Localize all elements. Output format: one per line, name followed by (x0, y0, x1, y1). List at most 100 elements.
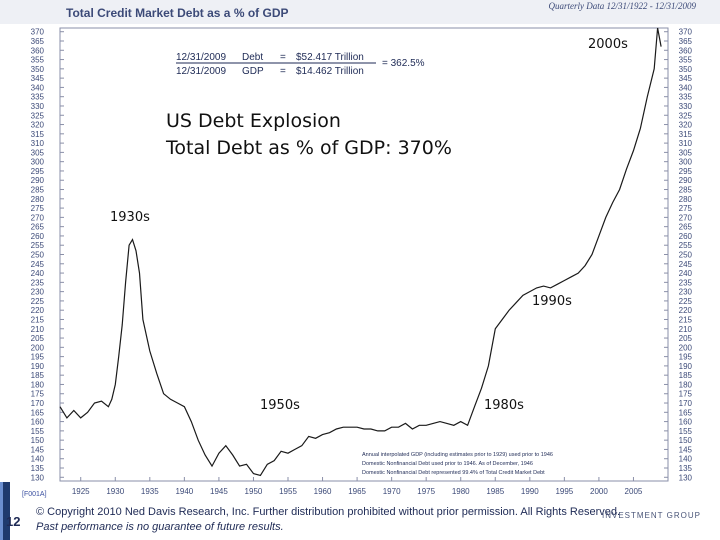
y-tick-label-left: 200 (31, 343, 45, 352)
y-tick-label-left: 285 (31, 186, 45, 195)
label-1950s: 1950s (260, 398, 300, 413)
y-tick-label-right: 150 (679, 436, 693, 445)
y-tick-label-left: 335 (31, 93, 45, 102)
y-tick-label-left: 230 (31, 288, 45, 297)
y-tick-label-left: 340 (31, 83, 45, 92)
footnote-3: Domestic Nonfinancial Debt represented 9… (362, 470, 545, 476)
y-tick-label-right: 365 (679, 37, 693, 46)
footnotes: Annual interpolated GDP (including estim… (362, 452, 553, 476)
y-tick-label-right: 275 (679, 204, 693, 213)
y-tick-label-left: 270 (31, 213, 45, 222)
y-axis-right: 1301351401451501551601651701751801851901… (664, 28, 693, 482)
y-tick-label-left: 320 (31, 121, 45, 130)
y-tick-label-right: 370 (679, 28, 693, 37)
slide-accent-bar (0, 482, 10, 540)
y-tick-label-left: 360 (31, 46, 45, 55)
y-tick-label-right: 310 (679, 139, 693, 148)
y-tick-label-left: 140 (31, 455, 45, 464)
label-1980s: 1980s (484, 398, 524, 413)
label-1990s: 1990s (532, 294, 572, 309)
x-tick-label: 1945 (210, 487, 228, 496)
y-tick-label-right: 255 (679, 241, 693, 250)
y-tick-label-right: 335 (679, 93, 693, 102)
x-tick-label: 1965 (348, 487, 366, 496)
x-tick-label: 1960 (314, 487, 332, 496)
y-tick-label-right: 215 (679, 315, 693, 324)
x-tick-label: 1950 (245, 487, 263, 496)
y-tick-label-right: 145 (679, 445, 693, 454)
copyright-notice: © Copyright 2010 Ned Davis Research, Inc… (36, 506, 621, 518)
y-tick-label-left: 350 (31, 65, 45, 74)
overlay-heading-line1: US Debt Explosion (166, 110, 341, 132)
y-tick-label-right: 305 (679, 148, 693, 157)
debt-gdp-series-line (59, 27, 662, 477)
y-tick-label-right: 190 (679, 362, 693, 371)
plot-background (0, 24, 720, 508)
y-tick-label-left: 150 (31, 436, 45, 445)
y-tick-label-left: 265 (31, 223, 45, 232)
y-tick-label-right: 160 (679, 418, 693, 427)
y-tick-label-right: 345 (679, 74, 693, 83)
y-tick-label-right: 185 (679, 371, 693, 380)
y-tick-label-right: 130 (679, 473, 693, 482)
y-tick-label-right: 245 (679, 260, 693, 269)
footnote-1: Annual interpolated GDP (including estim… (362, 452, 553, 458)
y-tick-label-right: 175 (679, 390, 693, 399)
y-tick-label-right: 330 (679, 102, 693, 111)
y-tick-label-right: 360 (679, 46, 693, 55)
x-tick-label: 1995 (555, 487, 573, 496)
x-tick-label: 1975 (417, 487, 435, 496)
y-tick-label-left: 195 (31, 353, 45, 362)
y-tick-label-left: 280 (31, 195, 45, 204)
y-tick-label-right: 240 (679, 269, 693, 278)
chart-reference-code: [F001A] (22, 491, 47, 498)
y-tick-label-left: 325 (31, 111, 45, 120)
y-tick-label-left: 170 (31, 399, 45, 408)
y-tick-label-left: 330 (31, 102, 45, 111)
y-tick-label-left: 365 (31, 37, 45, 46)
y-tick-label-right: 135 (679, 464, 693, 473)
y-tick-label-right: 295 (679, 167, 693, 176)
y-tick-label-left: 130 (31, 473, 45, 482)
y-tick-label-left: 190 (31, 362, 45, 371)
y-tick-label-right: 355 (679, 56, 693, 65)
y-tick-label-right: 140 (679, 455, 693, 464)
x-axis: 1925 1930 1935 1940 1945 1950 1955 1960 1965 1970… (72, 477, 643, 496)
x-tick-label: 2000 (590, 487, 608, 496)
x-tick-label: 1970 (383, 487, 401, 496)
y-tick-label-left: 205 (31, 334, 45, 343)
y-tick-label-right: 280 (679, 195, 693, 204)
y-tick-label-left: 250 (31, 251, 45, 260)
y-tick-label-left: 135 (31, 464, 45, 473)
y-tick-label-right: 320 (679, 121, 693, 130)
y-tick-label-left: 165 (31, 408, 45, 417)
y-tick-label-left: 185 (31, 371, 45, 380)
y-tick-label-right: 200 (679, 343, 693, 352)
x-tick-label: 2005 (625, 487, 643, 496)
y-tick-label-left: 225 (31, 297, 45, 306)
chart-title: Total Credit Market Debt as a % of GDP (66, 6, 289, 20)
y-tick-label-left: 255 (31, 241, 45, 250)
y-tick-label-right: 260 (679, 232, 693, 241)
legend-box: 12/31/2009 Debt = $52.417 Trillion 12/31… (176, 52, 425, 77)
legend-gdp-value: $14.462 Trillion (296, 66, 364, 77)
y-tick-label-left: 290 (31, 176, 45, 185)
y-tick-label-right: 230 (679, 288, 693, 297)
y-tick-label-left: 155 (31, 427, 45, 436)
y-tick-label-right: 300 (679, 158, 693, 167)
y-tick-label-left: 315 (31, 130, 45, 139)
y-tick-label-right: 205 (679, 334, 693, 343)
legend-gdp-label: GDP (242, 66, 264, 77)
slide-accent-stripe (0, 482, 3, 540)
y-tick-label-right: 180 (679, 380, 693, 389)
debt-to-gdp-chart: 1301351401451501551601651701751801851901… (0, 24, 720, 508)
y-tick-label-left: 240 (31, 269, 45, 278)
y-tick-label-left: 145 (31, 445, 45, 454)
y-tick-label-right: 340 (679, 83, 693, 92)
y-tick-label-right: 265 (679, 223, 693, 232)
x-tick-label: 1990 (521, 487, 539, 496)
y-tick-label-right: 270 (679, 213, 693, 222)
legend-debt-eq: = (280, 52, 286, 63)
y-tick-label-left: 370 (31, 28, 45, 37)
y-tick-label-right: 210 (679, 325, 693, 334)
